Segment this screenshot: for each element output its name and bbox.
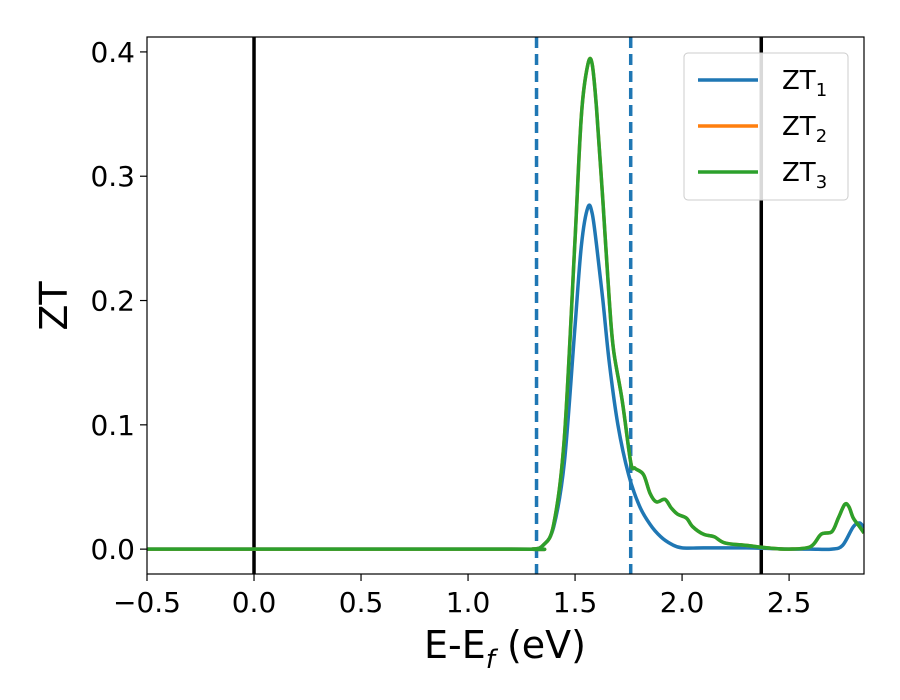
x-tick-label: 1.5 [553, 586, 598, 619]
series-line-zt-3 [147, 56, 864, 552]
y-tick-label: 0.1 [90, 409, 135, 442]
y-tick-label: 0.0 [90, 533, 135, 566]
x-axis-title-tail: (eV) [495, 623, 586, 667]
legend-box [683, 52, 849, 201]
x-tick-label: 2.0 [660, 586, 705, 619]
x-axis-title-main: E-E [424, 623, 486, 667]
x-tick-label: 0.0 [232, 586, 277, 619]
plot-frame [146, 36, 865, 575]
x-tick-label: −0.5 [113, 586, 181, 619]
axis-ticks: −0.5 0.0 0.5 1.0 1.5 2.0 2.5 0.0 0.1 0.2 0.3 0.4 [90, 36, 811, 619]
legend-label-zt-3: ZT3 [782, 158, 827, 193]
y-tick-label: 0.4 [90, 36, 135, 69]
y-axis-title: ZT [32, 281, 76, 331]
y-tick-label: 0.2 [90, 285, 135, 318]
x-tick-label: 2.5 [767, 586, 812, 619]
x-axis-title: E-Ef (eV) [424, 623, 586, 675]
y-tick-label: 0.3 [90, 160, 135, 193]
x-tick-label: 1.0 [446, 586, 491, 619]
legend-label-zt-1: ZT1 [782, 66, 827, 101]
legend-label-zt-2: ZT2 [782, 112, 827, 147]
legend: ZT1 ZT2 ZT3 [683, 52, 849, 201]
x-tick-label: 0.5 [339, 586, 384, 619]
